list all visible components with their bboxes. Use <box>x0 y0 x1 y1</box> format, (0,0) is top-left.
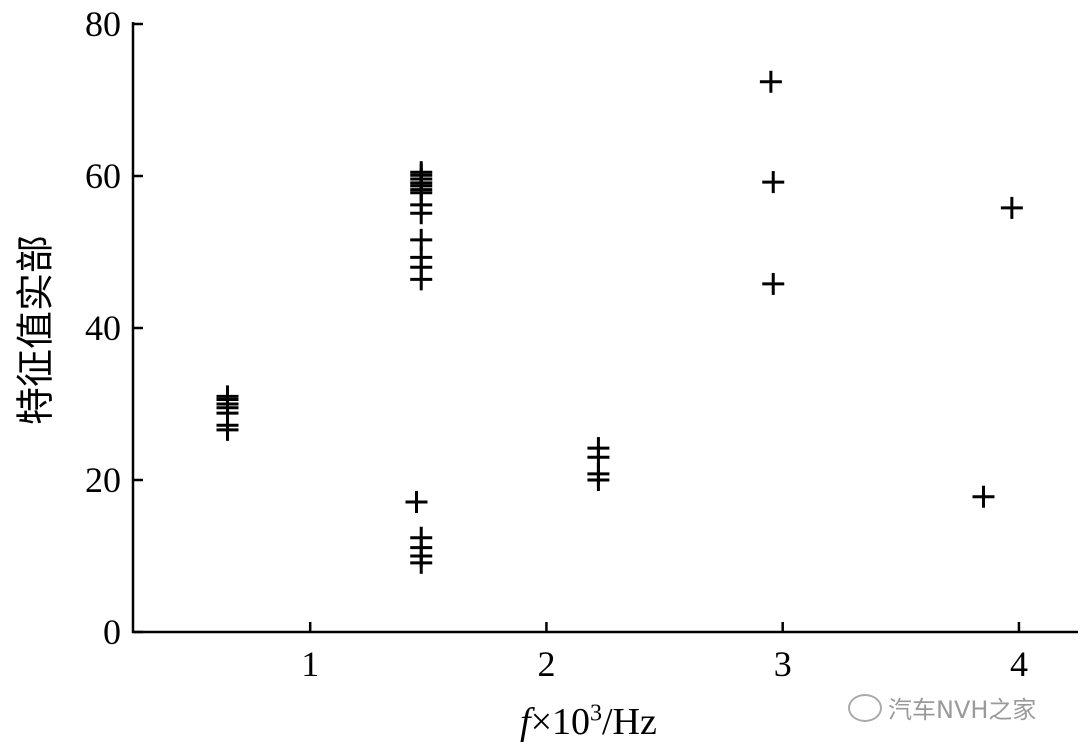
data-point <box>759 70 782 93</box>
y-tick-label: 0 <box>103 612 121 652</box>
data-point <box>972 485 995 508</box>
data-point <box>587 469 610 491</box>
data-points <box>216 70 1023 574</box>
data-point <box>410 551 433 574</box>
x-axis-label-var: f <box>520 701 531 743</box>
y-axis-label: 特征值实部 <box>13 234 58 426</box>
data-point <box>405 491 428 514</box>
data-point <box>1000 196 1023 219</box>
watermark-text: 汽车NVH之家 <box>888 696 1037 724</box>
x-axis-label-sup: 3 <box>590 700 602 727</box>
data-point <box>410 202 433 225</box>
x-tick-label: 1 <box>301 644 319 684</box>
y-tick-label: 80 <box>85 4 121 44</box>
watermark: 汽车NVH之家 <box>848 690 1036 725</box>
x-axis-label-unit: /Hz <box>602 701 657 743</box>
x-axis-label: f×103/Hz <box>520 700 657 744</box>
y-tick-label: 40 <box>85 308 121 348</box>
y-tick-label: 60 <box>85 156 121 196</box>
data-point <box>216 418 239 441</box>
data-point <box>410 268 433 291</box>
data-point <box>762 171 785 194</box>
axes <box>131 22 1078 634</box>
x-tick-label: 2 <box>537 644 555 684</box>
x-tick-label: 4 <box>1010 644 1028 684</box>
ticks: 0 20 40 60 80 1 2 3 4 <box>85 4 1028 684</box>
x-axis-label-mid: ×10 <box>530 701 590 743</box>
wechat-icon <box>848 693 882 722</box>
data-point <box>762 272 785 295</box>
y-tick-label: 20 <box>85 460 121 500</box>
x-tick-label: 3 <box>774 644 792 684</box>
